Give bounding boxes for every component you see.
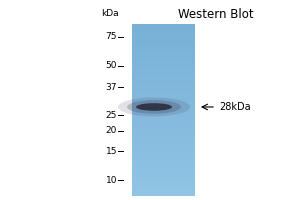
Ellipse shape [127,100,181,114]
Ellipse shape [118,97,190,116]
Text: 25: 25 [106,111,117,120]
Text: 20: 20 [106,126,117,135]
Text: 75: 75 [106,32,117,41]
Ellipse shape [136,103,172,111]
Text: 28kDa: 28kDa [219,102,250,112]
Text: Western Blot: Western Blot [178,8,254,21]
FancyBboxPatch shape [132,24,195,196]
Text: kDa: kDa [101,9,119,19]
Text: 37: 37 [106,83,117,92]
Text: 15: 15 [106,147,117,156]
Text: 50: 50 [106,61,117,70]
Text: 10: 10 [106,176,117,185]
